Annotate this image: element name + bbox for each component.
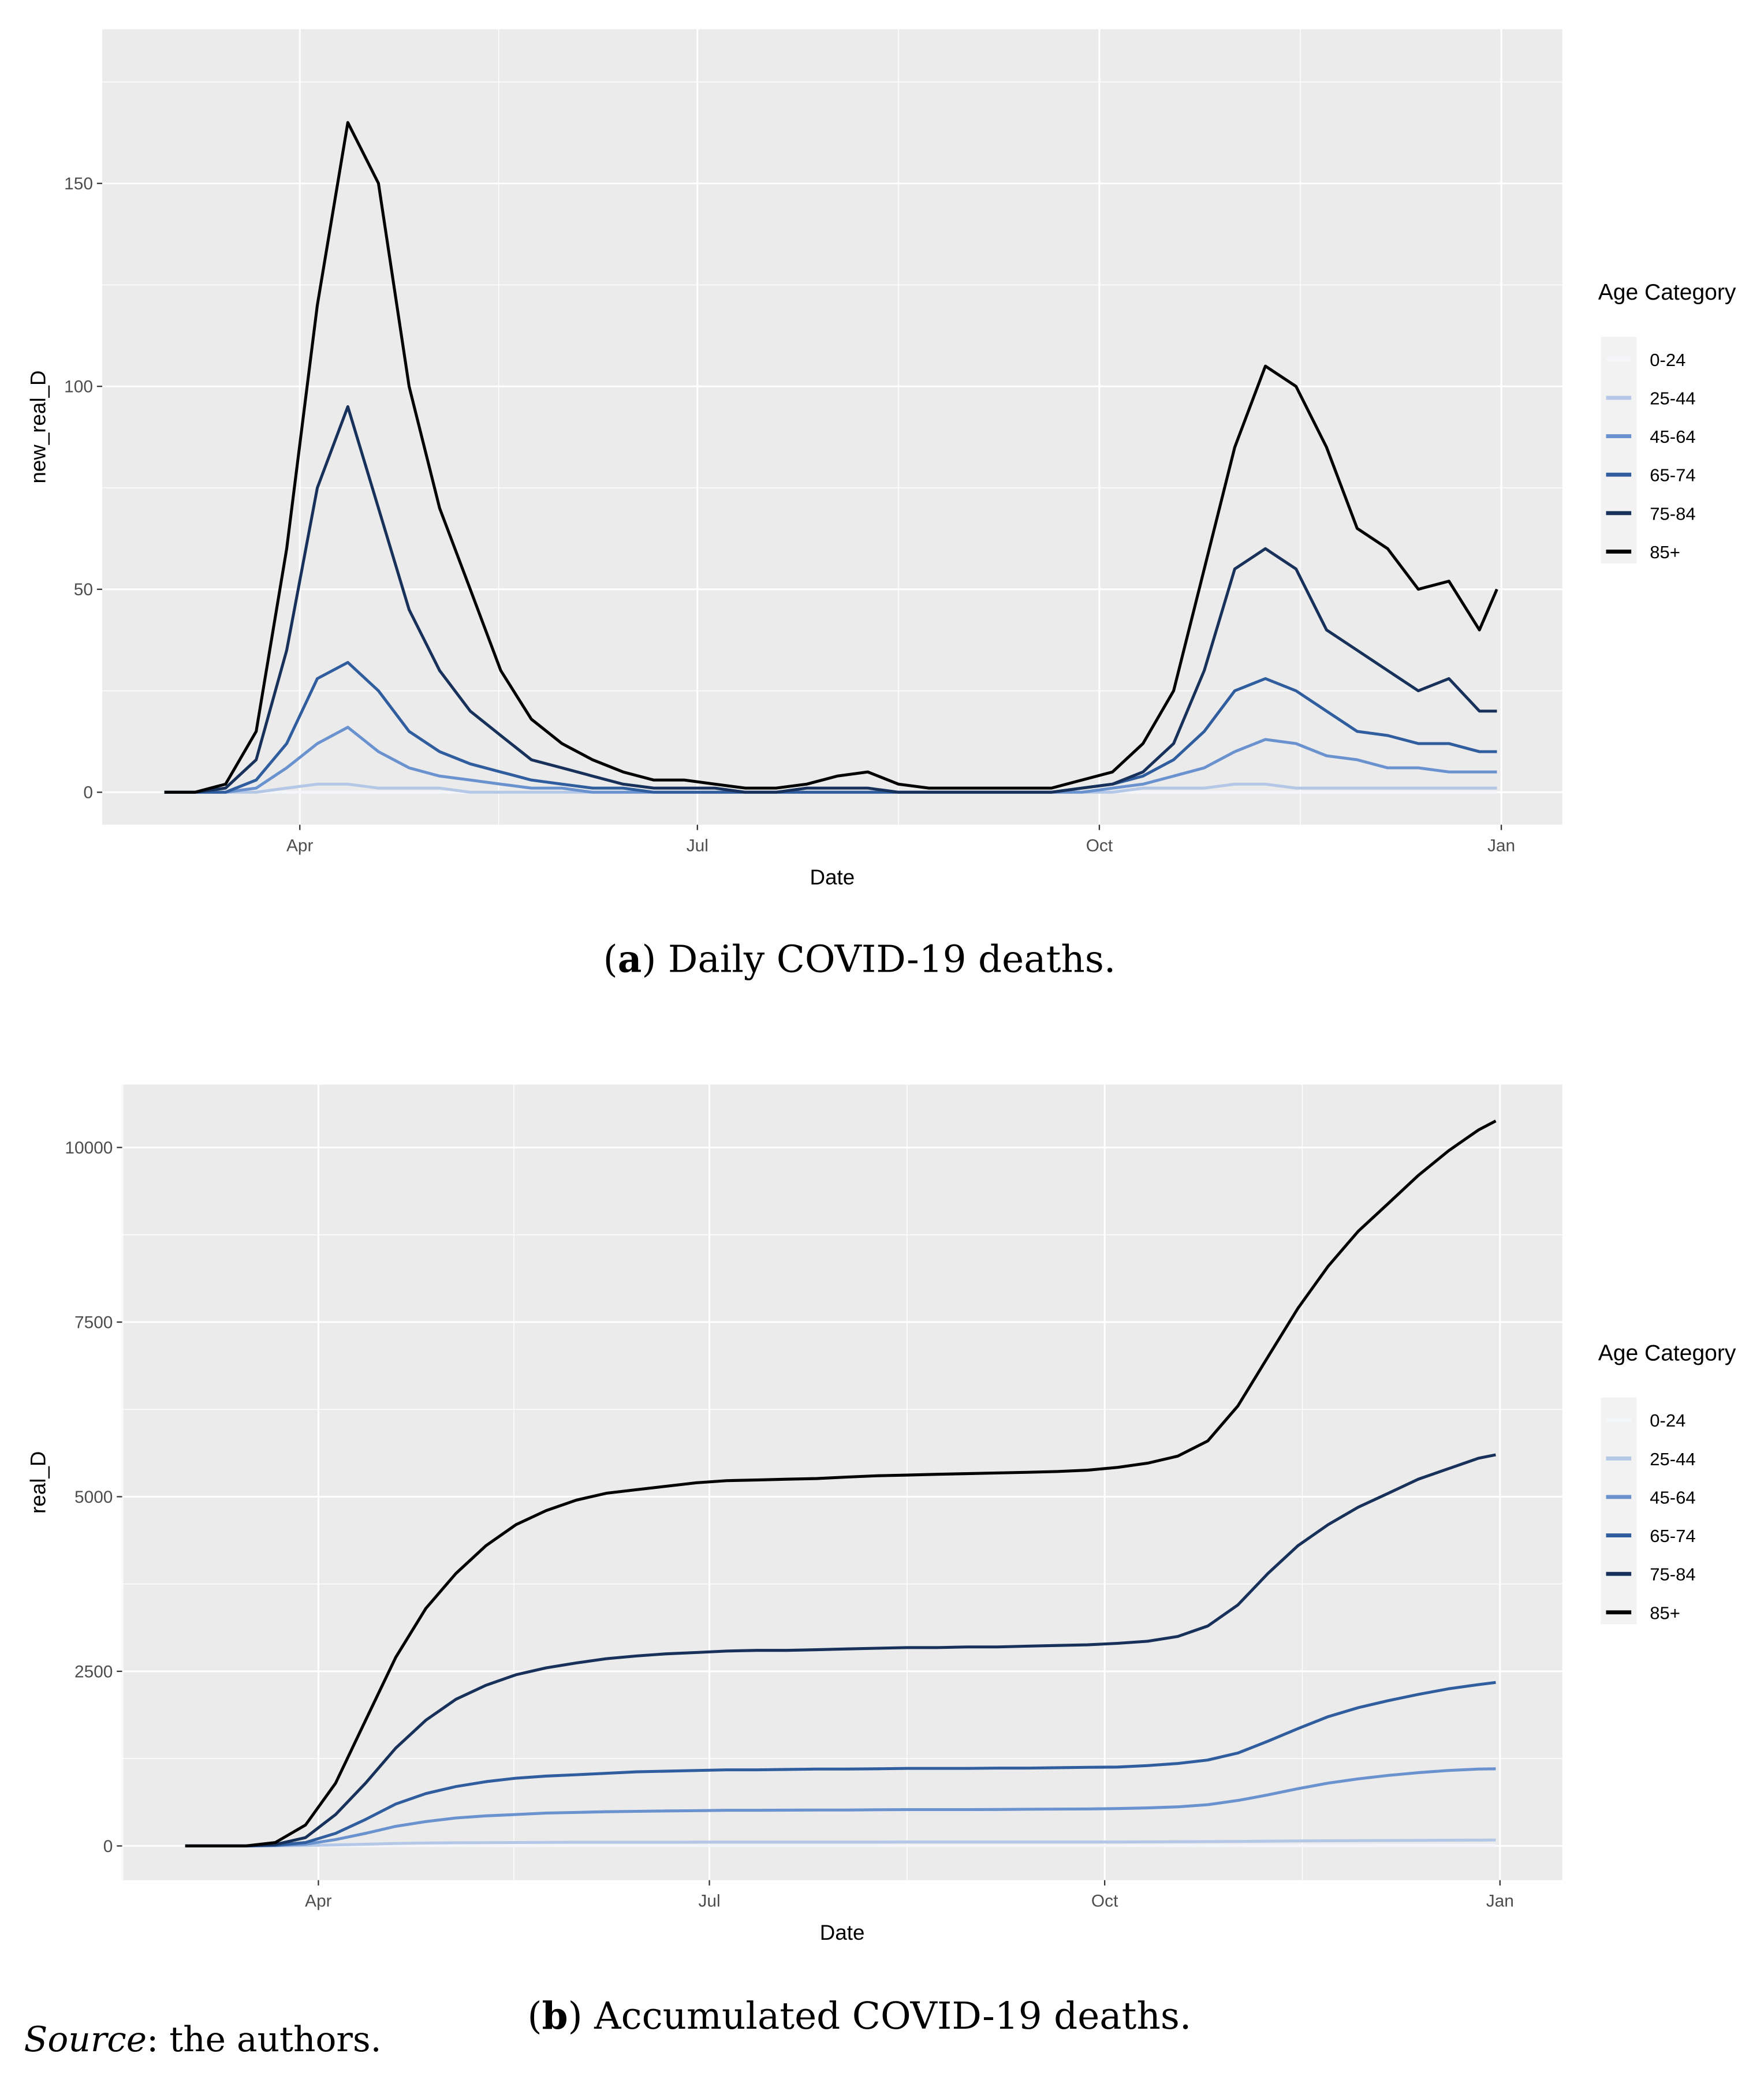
series-line-75-84 xyxy=(164,405,1497,794)
series-line-45-64 xyxy=(185,1767,1496,1847)
series-line-85+ xyxy=(164,121,1498,794)
x-tick-label: Apr xyxy=(305,1892,332,1911)
x-tick-label: Oct xyxy=(1091,1892,1118,1911)
y-tick-label: 0 xyxy=(103,1837,113,1856)
x-axis-title: Date xyxy=(810,865,855,889)
legend: Age Category 0-24 25-44 45-64 65-74 75-84 85+ xyxy=(1598,280,1736,564)
legend-label: 65-74 xyxy=(1650,1526,1695,1546)
legend-key-background xyxy=(1601,1397,1637,1625)
y-tick-label: 100 xyxy=(64,378,93,397)
series-line-65-74 xyxy=(185,1681,1496,1847)
chart-accumulated-deaths: 0 2500 5000 7500 10000 Apr Jul Oct Jan Date real_D… xyxy=(26,1084,1736,1944)
legend-label: 85+ xyxy=(1650,1603,1680,1623)
legend-label: 75-84 xyxy=(1650,1565,1695,1585)
x-tick-label: Jan xyxy=(1487,836,1515,855)
series-line-85+ xyxy=(185,1119,1497,1847)
y-tick-label: 10000 xyxy=(65,1138,113,1158)
legend-label: 25-44 xyxy=(1650,1449,1695,1469)
plot-panel xyxy=(102,29,1562,825)
legend-label: 75-84 xyxy=(1650,503,1695,524)
legend-label: 85+ xyxy=(1650,542,1680,562)
caption-a: (a) Daily COVID-19 deaths. xyxy=(603,938,1116,981)
legend-title: Age Category xyxy=(1598,280,1736,305)
x-tick-label: Oct xyxy=(1086,836,1113,855)
series-line-65-74 xyxy=(164,660,1497,794)
y-tick-label: 7500 xyxy=(74,1313,113,1332)
x-tick-label: Jul xyxy=(687,836,708,855)
y-tick-label: 0 xyxy=(83,783,93,802)
legend-label: 45-64 xyxy=(1650,427,1695,447)
legend-label: 45-64 xyxy=(1650,1487,1695,1507)
legend-label: 65-74 xyxy=(1650,465,1695,486)
legend-label: 0-24 xyxy=(1650,1410,1685,1431)
legend-label: 25-44 xyxy=(1650,388,1695,408)
x-tick-label: Jan xyxy=(1486,1892,1514,1911)
series-line-25-44 xyxy=(185,1838,1496,1847)
legend-title: Age Category xyxy=(1598,1341,1736,1365)
plot-panel xyxy=(122,1084,1562,1880)
y-axis-title: new_real_D xyxy=(26,371,50,484)
y-tick-label: 50 xyxy=(74,580,93,599)
chart-daily-deaths: 0 50 100 150 Apr Jul Oct Jan Date new_real_D Age C… xyxy=(26,29,1736,889)
x-axis-title: Date xyxy=(820,1921,865,1944)
y-tick-label: 2500 xyxy=(74,1662,113,1681)
legend: Age Category 0-24 25-44 45-64 65-74 75-84 85+ xyxy=(1598,1341,1736,1625)
y-axis-title: real_D xyxy=(26,1451,50,1514)
x-tick-label: Apr xyxy=(286,836,314,855)
legend-label: 0-24 xyxy=(1650,350,1685,370)
legend-key-background xyxy=(1601,337,1637,564)
caption-b: (b) Accumulated COVID-19 deaths. xyxy=(528,1995,1192,2038)
y-tick-label: 150 xyxy=(64,174,93,193)
x-tick-label: Jul xyxy=(698,1892,720,1911)
y-tick-label: 5000 xyxy=(74,1488,113,1507)
source-note: Source: the authors. xyxy=(24,2020,382,2060)
series-line-75-84 xyxy=(185,1453,1496,1847)
